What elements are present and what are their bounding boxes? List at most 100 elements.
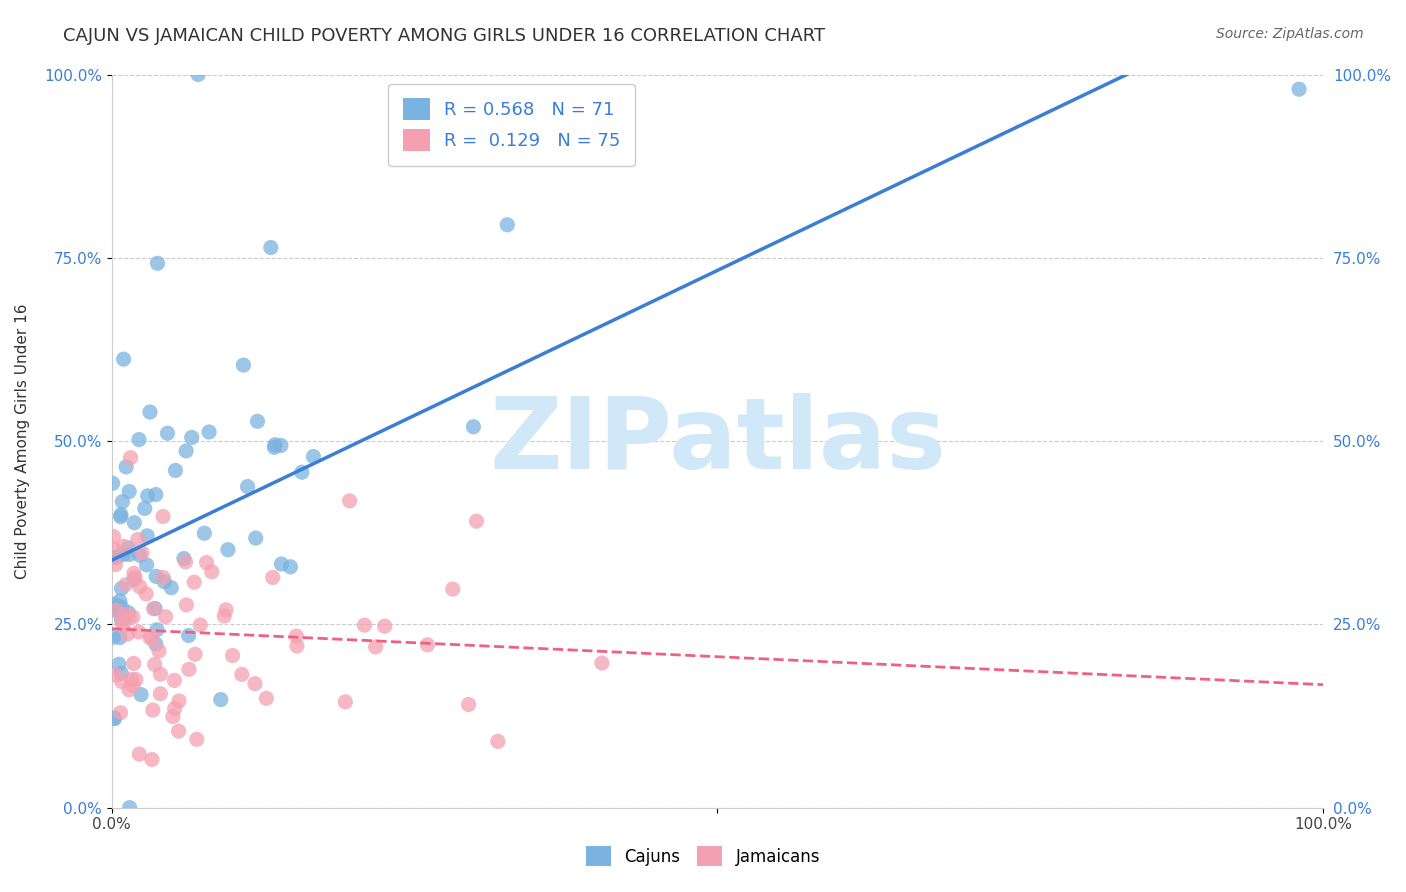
Point xyxy=(302,450,325,464)
Point xyxy=(105,603,128,617)
Point xyxy=(134,501,156,516)
Point xyxy=(101,550,124,565)
Point xyxy=(124,516,146,530)
Point xyxy=(176,598,198,612)
Point xyxy=(125,673,148,687)
Point xyxy=(110,508,132,522)
Point xyxy=(103,602,125,616)
Point xyxy=(117,627,139,641)
Point xyxy=(111,494,134,508)
Point xyxy=(496,218,519,232)
Point xyxy=(173,551,195,566)
Point xyxy=(117,606,139,620)
Point xyxy=(177,662,200,676)
Point xyxy=(193,526,215,541)
Point xyxy=(254,691,277,706)
Point xyxy=(149,667,172,681)
Point xyxy=(104,598,127,612)
Point xyxy=(108,594,131,608)
Point xyxy=(262,570,284,584)
Point xyxy=(163,673,186,688)
Point xyxy=(180,430,202,444)
Point xyxy=(263,440,285,454)
Point xyxy=(155,609,177,624)
Text: Source: ZipAtlas.com: Source: ZipAtlas.com xyxy=(1216,27,1364,41)
Point xyxy=(260,241,283,255)
Point xyxy=(162,709,184,723)
Point xyxy=(285,629,308,643)
Point xyxy=(195,556,218,570)
Legend: R = 0.568   N = 71, R =  0.129   N = 75: R = 0.568 N = 71, R = 0.129 N = 75 xyxy=(388,84,636,166)
Point xyxy=(142,601,165,615)
Point xyxy=(121,673,143,687)
Point xyxy=(270,438,292,452)
Point xyxy=(186,732,208,747)
Point xyxy=(217,542,239,557)
Point xyxy=(139,631,162,645)
Point xyxy=(122,678,145,692)
Point xyxy=(165,463,187,477)
Point xyxy=(291,465,314,479)
Point xyxy=(110,612,132,626)
Point xyxy=(128,580,150,594)
Point xyxy=(135,558,157,572)
Point xyxy=(188,618,211,632)
Point xyxy=(110,666,132,681)
Point xyxy=(183,575,205,590)
Point xyxy=(145,569,167,583)
Text: CAJUN VS JAMAICAN CHILD POVERTY AMONG GIRLS UNDER 16 CORRELATION CHART: CAJUN VS JAMAICAN CHILD POVERTY AMONG GI… xyxy=(63,27,825,45)
Point xyxy=(143,657,166,672)
Point xyxy=(148,644,170,658)
Point xyxy=(141,752,163,766)
Point xyxy=(353,618,375,632)
Point xyxy=(115,459,138,474)
Point xyxy=(246,414,269,428)
Point xyxy=(120,450,142,465)
Point xyxy=(124,570,146,584)
Point xyxy=(232,358,254,372)
Point xyxy=(105,549,128,564)
Point xyxy=(152,570,174,584)
Point xyxy=(167,694,190,708)
Point xyxy=(111,674,134,689)
Point xyxy=(374,619,396,633)
Point xyxy=(156,426,179,441)
Point xyxy=(108,631,131,645)
Point xyxy=(280,559,302,574)
Point xyxy=(122,573,145,587)
Point xyxy=(121,610,143,624)
Point xyxy=(145,487,167,501)
Point xyxy=(463,419,485,434)
Point xyxy=(184,647,207,661)
Point xyxy=(112,539,135,553)
Point xyxy=(110,600,132,615)
Point xyxy=(112,617,135,632)
Point xyxy=(128,624,150,639)
Point xyxy=(103,542,125,557)
Point xyxy=(107,604,129,618)
Point xyxy=(114,577,136,591)
Point xyxy=(457,698,479,712)
Point xyxy=(110,706,132,720)
Point xyxy=(339,493,361,508)
Point xyxy=(103,711,125,725)
Point xyxy=(142,703,165,717)
Point xyxy=(145,637,167,651)
Point xyxy=(1288,82,1310,96)
Point xyxy=(146,256,169,270)
Point xyxy=(187,68,209,82)
Point xyxy=(264,438,287,452)
Point xyxy=(231,667,253,681)
Point xyxy=(108,657,131,672)
Point xyxy=(118,609,141,624)
Point xyxy=(215,603,238,617)
Point xyxy=(245,531,267,545)
Point xyxy=(441,582,464,596)
Point xyxy=(128,433,150,447)
Point xyxy=(285,639,308,653)
Point xyxy=(243,676,266,690)
Point xyxy=(136,529,159,543)
Point xyxy=(174,555,197,569)
Point xyxy=(103,529,125,543)
Point xyxy=(465,514,488,528)
